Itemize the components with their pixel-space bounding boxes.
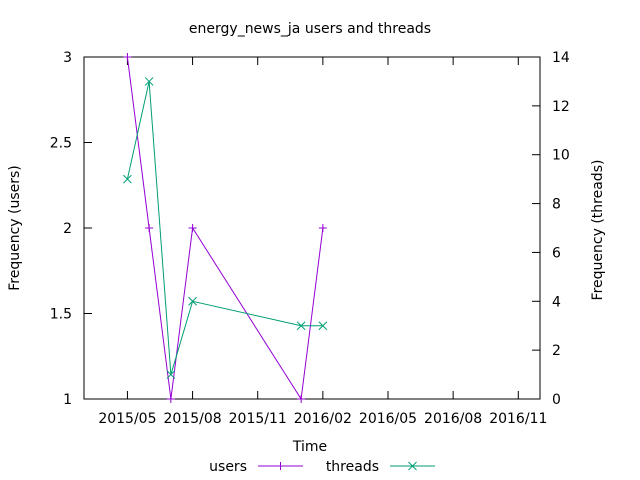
- right-tick-label: 0: [552, 392, 561, 408]
- right-tick-label: 2: [552, 343, 561, 359]
- users-data-point: [297, 395, 306, 403]
- right-tick-label: 6: [552, 245, 561, 261]
- right-tick-label: 10: [552, 148, 570, 164]
- users-data-point: [123, 53, 132, 61]
- threads-data-point: [123, 174, 132, 184]
- x-axis-label: Time: [292, 439, 327, 455]
- legend-marker-threads: [408, 461, 417, 471]
- x-tick-label: 2016/11: [489, 411, 547, 427]
- x-tick-label: 2015/11: [229, 411, 287, 427]
- threads-series-line: [126, 81, 323, 375]
- x-tick-label: 2016/08: [424, 411, 482, 427]
- x-tick-label: 2016/05: [359, 411, 417, 427]
- threads-data-point: [318, 321, 328, 331]
- users-series-line: [126, 56, 324, 401]
- left-tick-label: 2.5: [50, 136, 72, 152]
- chart-title: energy_news_ja users and threads: [189, 21, 431, 37]
- left-axis-label: Frequency (users): [7, 165, 23, 291]
- left-tick-label: 1.5: [50, 307, 72, 323]
- x-tick-label: 2015/05: [98, 411, 156, 427]
- legend-marker-users: [276, 462, 285, 470]
- threads-data-point: [296, 321, 306, 331]
- right-axis-label: Frequency (threads): [590, 160, 606, 301]
- x-tick-label: 2015/08: [163, 411, 221, 427]
- right-tick-label: 8: [552, 197, 561, 213]
- threads-data-point: [166, 370, 176, 379]
- right-tick-label: 14: [552, 50, 570, 66]
- legend-label-users: users: [209, 459, 247, 475]
- right-tick-label: 12: [552, 99, 570, 115]
- x-tick-label: 2016/02: [294, 411, 352, 427]
- users-data-point: [188, 224, 197, 232]
- left-tick-label: 3: [63, 50, 72, 66]
- left-axis: 1 1.5 2 2.5 3: [50, 50, 92, 408]
- right-tick-label: 4: [552, 294, 561, 310]
- threads-data-point: [144, 77, 154, 86]
- threads-data-point: [188, 296, 197, 306]
- left-tick-label: 2: [63, 221, 72, 237]
- legend-label-threads: threads: [326, 459, 379, 475]
- right-axis: 0 2 4 6 8 10 12 14: [532, 50, 570, 408]
- legend: users threads: [209, 459, 435, 475]
- users-data-point: [166, 395, 175, 403]
- x-axis: 2015/05 2015/08 2015/11 2016/02 2016/05 2016/…: [98, 57, 547, 427]
- users-data-point: [145, 224, 154, 232]
- users-data-point: [318, 224, 327, 232]
- series-layer: [123, 53, 328, 403]
- left-tick-label: 1: [63, 392, 72, 408]
